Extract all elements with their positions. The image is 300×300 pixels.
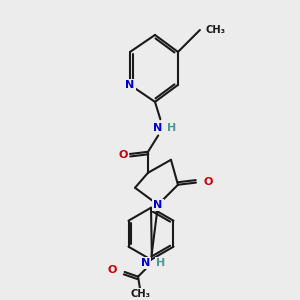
Text: O: O [108,265,117,275]
Text: N: N [153,123,162,133]
Text: H: H [167,123,176,133]
Text: N: N [153,200,163,210]
Text: CH₃: CH₃ [130,289,150,298]
Text: N: N [141,258,150,268]
Text: H: H [156,258,165,268]
Text: CH₃: CH₃ [206,25,226,35]
Text: O: O [204,177,213,187]
Text: O: O [118,150,128,160]
Text: N: N [125,80,135,90]
